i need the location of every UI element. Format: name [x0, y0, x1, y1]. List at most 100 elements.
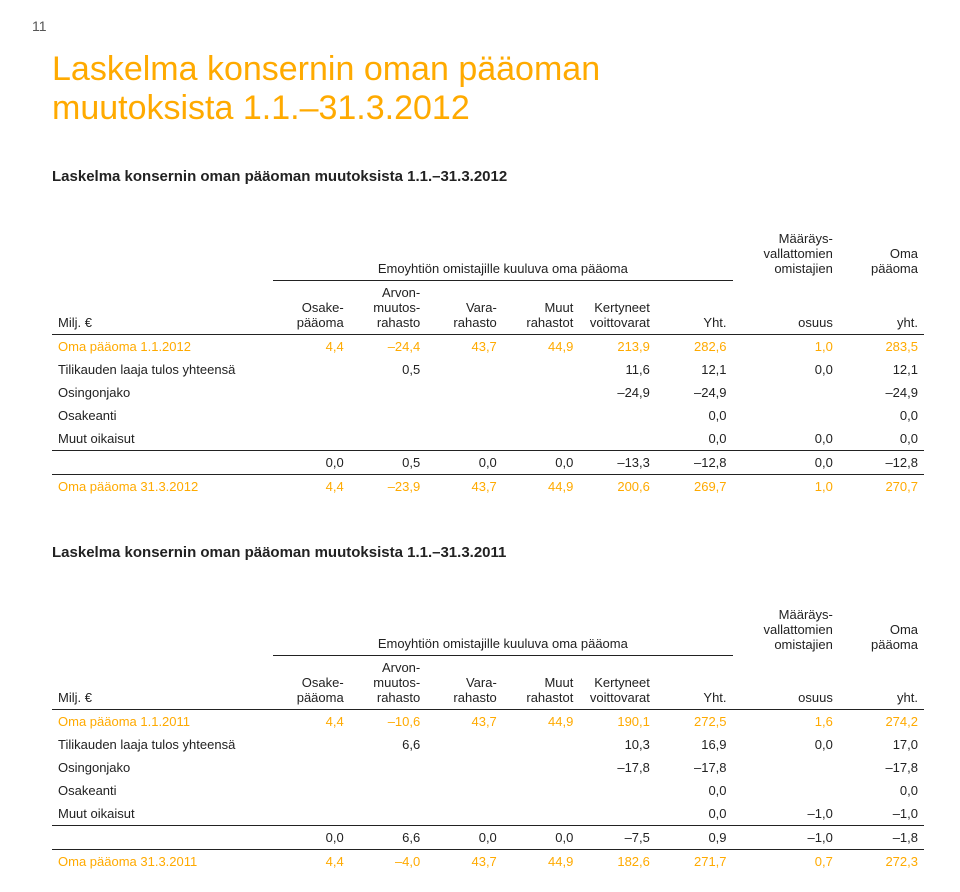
row-label: Oma pääoma 1.1.2012 [52, 334, 273, 358]
row-label: Muut oikaisut [52, 802, 273, 826]
col-osuus-top: Määräys-vallattomienomistajien [733, 603, 839, 656]
cell: 0,7 [733, 850, 839, 874]
h-yht-l3: yht. [897, 315, 918, 330]
cell: –12,8 [656, 450, 733, 474]
cell [273, 756, 350, 779]
h-c1-l2: pääoma [297, 315, 344, 330]
cell: 1,0 [733, 474, 839, 498]
cell [350, 427, 427, 451]
h-osuus-l1: Määräys- [779, 607, 833, 622]
cell [426, 779, 503, 802]
cell: 6,6 [350, 733, 427, 756]
row-label: Oma pääoma 1.1.2011 [52, 710, 273, 734]
cell: 272,5 [656, 710, 733, 734]
cell [503, 779, 580, 802]
page: 11 Laskelma konsernin oman pääoman muuto… [0, 0, 960, 892]
table-row: Oma pääoma 1.1.20124,4–24,443,744,9213,9… [52, 334, 924, 358]
financial-table: Emoyhtiön omistajille kuuluva oma pääoma… [52, 227, 924, 498]
cell [350, 802, 427, 826]
h-c4-l1: Muut [544, 675, 573, 690]
col-muutrahastot: Muutrahastot [503, 280, 580, 334]
h-c4-l2: rahastot [526, 690, 573, 705]
header-row-spanner: Emoyhtiön omistajille kuuluva oma pääoma… [52, 603, 924, 656]
cell: 44,9 [503, 334, 580, 358]
table-row: Osingonjako–17,8–17,8–17,8 [52, 756, 924, 779]
cell: –12,8 [839, 450, 924, 474]
h-c3-l2: rahasto [453, 315, 496, 330]
col-arvonmuutos: Arvon-muutos-rahasto [350, 656, 427, 710]
cell: 190,1 [579, 710, 656, 734]
col-yht-top: Omapääoma [839, 603, 924, 656]
table-row: 0,00,50,00,0–13,3–12,80,0–12,8 [52, 450, 924, 474]
h-yht-l2: pääoma [871, 261, 918, 276]
col-osakepaaoma: Osake-pääoma [273, 280, 350, 334]
cell [350, 779, 427, 802]
h-c2-l1: Arvon- [382, 660, 420, 675]
cell: 0,0 [503, 826, 580, 850]
cell [503, 427, 580, 451]
cell: –7,5 [579, 826, 656, 850]
cell: 4,4 [273, 850, 350, 874]
cell: 17,0 [839, 733, 924, 756]
cell: 0,0 [656, 779, 733, 802]
h-c4-l2: rahastot [526, 315, 573, 330]
h-c3-l1: Vara- [466, 675, 497, 690]
cell: 0,0 [656, 404, 733, 427]
cell [503, 381, 580, 404]
row-label: Osakeanti [52, 779, 273, 802]
cell [733, 756, 839, 779]
h-yht-l1: Oma [890, 246, 918, 261]
cell [273, 779, 350, 802]
col-kertyneet: Kertyneetvoittovarat [579, 280, 656, 334]
cell: 16,9 [656, 733, 733, 756]
cell: –4,0 [350, 850, 427, 874]
cell: 213,9 [579, 334, 656, 358]
cell: 271,7 [656, 850, 733, 874]
cell [579, 802, 656, 826]
h-c5-l2: voittovarat [590, 315, 650, 330]
table-row: Oma pääoma 31.3.20114,4–4,043,744,9182,6… [52, 850, 924, 874]
cell: –10,6 [350, 710, 427, 734]
h-c1-l1: Osake- [302, 300, 344, 315]
tables-host: Laskelma konsernin oman pääoman muutoksi… [52, 168, 924, 873]
h-c2-l1: Arvon- [382, 285, 420, 300]
cell: –1,8 [839, 826, 924, 850]
cell: 44,9 [503, 710, 580, 734]
row-label: Osingonjako [52, 381, 273, 404]
h-osuus-l4: osuus [798, 690, 833, 705]
h-c2-l2: muutos- [373, 300, 420, 315]
table-row: Osakeanti0,00,0 [52, 779, 924, 802]
h-c2-l3: rahasto [377, 690, 420, 705]
table-row: Osakeanti0,00,0 [52, 404, 924, 427]
cell: 43,7 [426, 334, 503, 358]
table-row: Oma pääoma 31.3.20124,4–23,943,744,9200,… [52, 474, 924, 498]
col-arvonmuutos: Arvon-muutos-rahasto [350, 280, 427, 334]
cell: 272,3 [839, 850, 924, 874]
h-c3-l1: Vara- [466, 300, 497, 315]
h-yht-l3: yht. [897, 690, 918, 705]
cell: 274,2 [839, 710, 924, 734]
cell [426, 404, 503, 427]
row-label: Oma pääoma 31.3.2012 [52, 474, 273, 498]
header-row-spanner: Emoyhtiön omistajille kuuluva oma pääoma… [52, 227, 924, 280]
cell: 1,0 [733, 334, 839, 358]
col-yhtsum: Yht. [656, 280, 733, 334]
cell [579, 404, 656, 427]
cell [733, 779, 839, 802]
col-osakepaaoma: Osake-pääoma [273, 656, 350, 710]
section-gap [52, 498, 924, 544]
cell [426, 733, 503, 756]
h-c5-l2: voittovarat [590, 690, 650, 705]
cell: –17,8 [839, 756, 924, 779]
cell: 43,7 [426, 710, 503, 734]
cell [733, 404, 839, 427]
h-yht-l1: Oma [890, 622, 918, 637]
cell: 0,0 [426, 450, 503, 474]
cell [579, 779, 656, 802]
cell: –23,9 [350, 474, 427, 498]
cell: 283,5 [839, 334, 924, 358]
cell [273, 358, 350, 381]
cell: 0,0 [733, 733, 839, 756]
cell: –24,9 [839, 381, 924, 404]
cell: 0,5 [350, 358, 427, 381]
